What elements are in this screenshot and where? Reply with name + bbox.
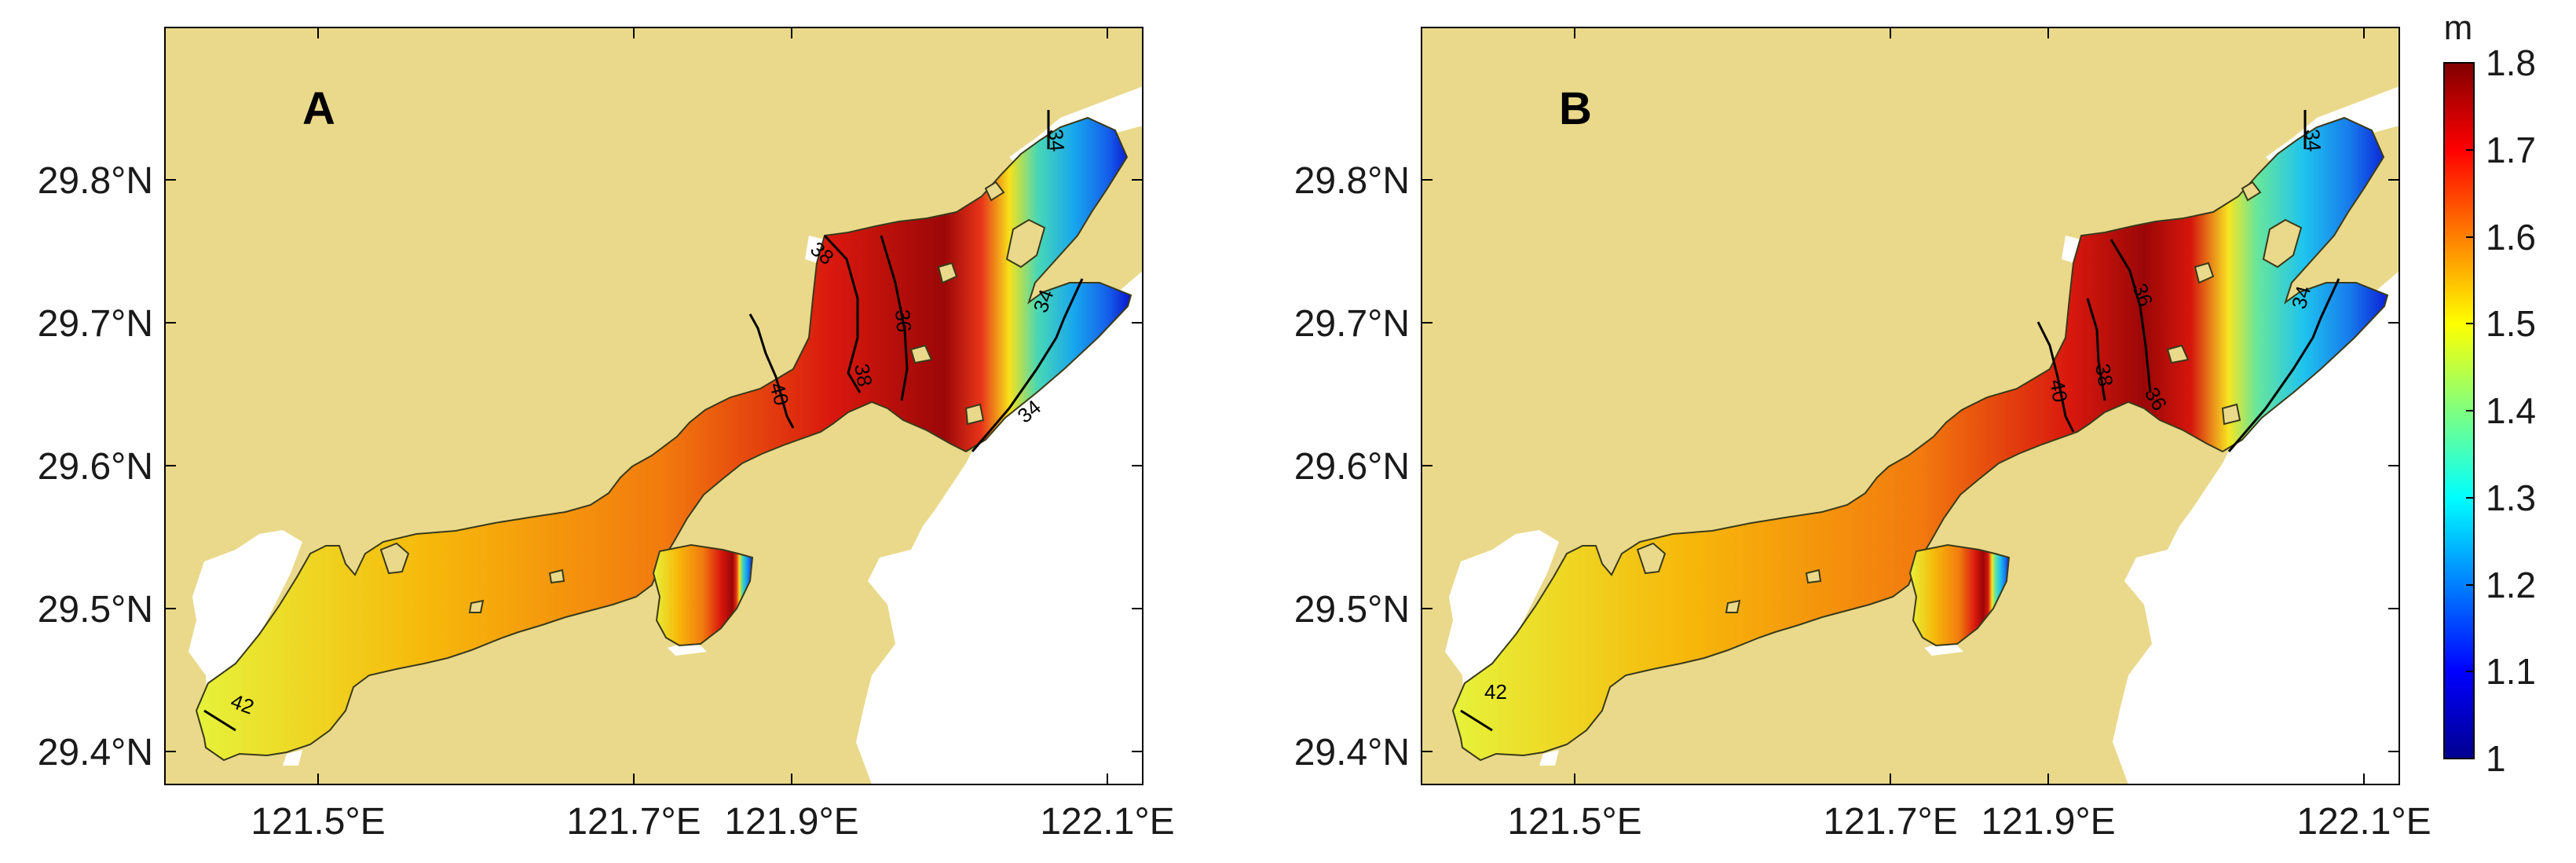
panel-label-b: B [1559,83,1592,134]
contours-b [1460,110,2340,732]
colorbar-ticks [2466,62,2474,759]
panel-a: A 38 36 34 40 38 34 34 42 29.8°N 29.7°N [38,27,1175,843]
y-tick-label: 29.4°N [1294,732,1410,773]
colorbar-tick-label: 1.7 [2486,130,2536,170]
axes-frame-b [1421,27,2400,785]
islands-b [1636,181,2303,613]
y-tick-label: 29.6°N [38,446,153,488]
islands-a [379,181,1046,613]
colorbar-tick-label: 1.1 [2486,651,2536,692]
panel-label-a: A [302,83,335,134]
open-sea-a [188,86,1143,784]
y-tick-label: 29.5°N [1294,589,1410,631]
ticks-a [165,27,1143,784]
contour-label: 42 [1484,680,1507,704]
colorbar-tick-label: 1.5 [2486,303,2536,344]
open-sea-b [1445,86,2399,784]
y-tick-labels-b: 29.8°N 29.7°N 29.6°N 29.5°N 29.4°N [1294,160,1410,773]
contour-label: 34 [1044,128,1069,152]
x-tick-label: 121.7°E [1823,801,1957,843]
y-tick-label: 29.5°N [38,589,153,631]
x-tick-label: 121.5°E [1507,801,1641,843]
x-tick-labels-a: 121.5°E 121.7°E 121.9°E 122.1°E [251,801,1174,843]
colorbar-tick-label: 1 [2486,738,2506,779]
ticks-b [1422,27,2399,784]
contour-label: 38 [2091,362,2118,389]
axes-frame-a [164,27,1143,785]
y-tick-label: 29.6°N [1294,446,1410,488]
y-tick-label: 29.7°N [1294,303,1410,345]
contour-label: 38 [850,362,877,389]
x-tick-label: 121.5°E [251,801,385,843]
y-tick-labels-a: 29.8°N 29.7°N 29.6°N 29.5°N 29.4°N [38,160,153,773]
x-tick-label: 122.1°E [2296,801,2431,843]
y-tick-label: 29.8°N [1294,160,1410,202]
x-tick-labels-b: 121.5°E 121.7°E 121.9°E 122.1°E [1507,801,2431,843]
colorbar-tick-labels: 1.8 1.7 1.6 1.5 1.4 1.3 1.2 1.1 1 [2486,42,2536,779]
contour-label: 34 [2300,128,2325,152]
contours-a [203,110,1084,732]
x-tick-label: 121.9°E [724,801,858,843]
colorbar: m 1.8 1.7 1.6 1.5 1.4 1.3 1.2 1.1 1 [2443,9,2536,779]
y-tick-label: 29.4°N [38,732,153,773]
contour-label: 40 [2045,378,2073,404]
y-tick-label: 29.8°N [38,160,153,202]
colorbar-unit: m [2444,9,2473,47]
contour-label: 36 [891,309,916,333]
colorbar-tick-label: 1.3 [2486,477,2536,518]
colorbar-tick-label: 1.8 [2486,42,2536,83]
x-tick-label: 122.1°E [1040,801,1174,843]
colorbar-tick-label: 1.6 [2486,217,2536,258]
x-tick-label: 121.7°E [566,801,701,843]
y-tick-label: 29.7°N [38,303,153,345]
colorbar-tick-label: 1.4 [2486,390,2536,431]
colorbar-tick-label: 1.2 [2486,565,2536,605]
x-tick-label: 121.9°E [1981,801,2115,843]
panel-b: B 36 34 40 38 36 34 42 29.8°N 29.7°N 29.… [1294,27,2431,843]
